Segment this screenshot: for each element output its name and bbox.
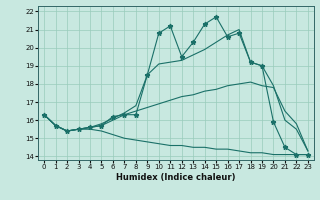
X-axis label: Humidex (Indice chaleur): Humidex (Indice chaleur) [116,173,236,182]
